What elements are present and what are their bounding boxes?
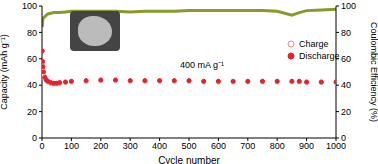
html-text:Charge: Charge [299, 39, 329, 49]
svg-text:Capacity (mAh g⁻¹): Capacity (mAh g⁻¹) [8, 34, 9, 110]
svg-text:900: 900 [299, 141, 314, 151]
svg-text:200: 200 [93, 141, 108, 151]
html-text:Discharge: Discharge [299, 51, 340, 61]
svg-text:800: 800 [270, 141, 285, 151]
svg-text:100: 100 [22, 1, 37, 11]
svg-text:100: 100 [64, 141, 79, 151]
svg-text:60: 60 [27, 54, 37, 64]
svg-text:0: 0 [341, 133, 346, 143]
svg-text:0: 0 [32, 133, 37, 143]
svg-text:Cycle number: Cycle number [158, 155, 220, 164]
svg-text:80: 80 [27, 28, 37, 38]
svg-text:20: 20 [27, 107, 37, 117]
svg-text:500: 500 [181, 141, 196, 151]
svg-text:1000: 1000 [326, 141, 346, 152]
svg-text:700: 700 [240, 141, 255, 151]
svg-text:60: 60 [341, 54, 351, 64]
svg-text:20: 20 [341, 107, 351, 117]
svg-text:Coulombic Efficiency (%): Coulombic Efficiency (%) [369, 22, 370, 122]
svg-text:300: 300 [123, 141, 138, 151]
svg-text:100: 100 [341, 1, 356, 11]
svg-text:40: 40 [27, 80, 37, 90]
svg-text:400: 400 [152, 141, 167, 151]
svg-text:40: 40 [341, 80, 351, 90]
html-text:400 mA g⁻¹: 400 mA g⁻¹ [180, 60, 224, 70]
svg-text:80: 80 [341, 28, 351, 38]
svg-text:600: 600 [211, 141, 226, 151]
svg-text:0: 0 [39, 141, 44, 151]
